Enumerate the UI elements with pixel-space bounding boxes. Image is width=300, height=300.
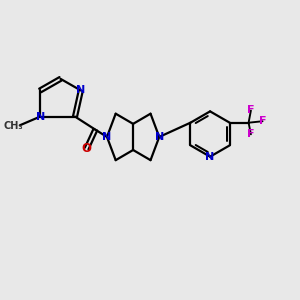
Text: N: N	[154, 132, 164, 142]
Text: N: N	[76, 85, 86, 95]
Text: CH₃: CH₃	[3, 121, 23, 131]
Text: N: N	[35, 112, 45, 122]
Text: N: N	[102, 132, 112, 142]
Text: F: F	[247, 106, 255, 116]
Text: F: F	[259, 116, 266, 126]
Text: F: F	[247, 129, 255, 139]
Text: O: O	[82, 142, 92, 155]
Text: N: N	[206, 152, 215, 162]
